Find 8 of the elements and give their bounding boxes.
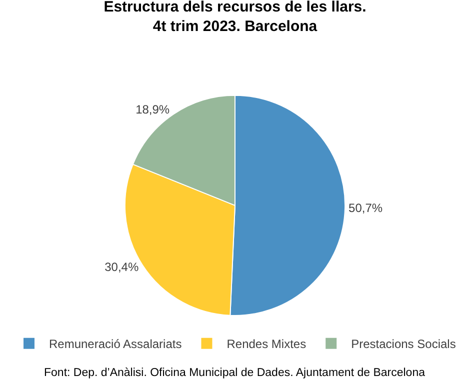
text: Font: Dep. d’Anàlisi. Oficina Municipal de Dades. Ajuntament de Barcelona (44, 367, 426, 379)
chart-title: Estructura dels recursos de les llars. 4t trim 2023. Barcelona (104, 0, 366, 36)
data-label: 30,4% (104, 260, 139, 274)
legend-label: Prestacions Socials (351, 337, 456, 352)
data-label: 18,9% (136, 102, 170, 116)
legend-label: Remuneració Assalariats (49, 337, 182, 352)
legend-label: Rendes Mixtes (226, 337, 306, 352)
data-label: 50,7% (348, 200, 383, 215)
